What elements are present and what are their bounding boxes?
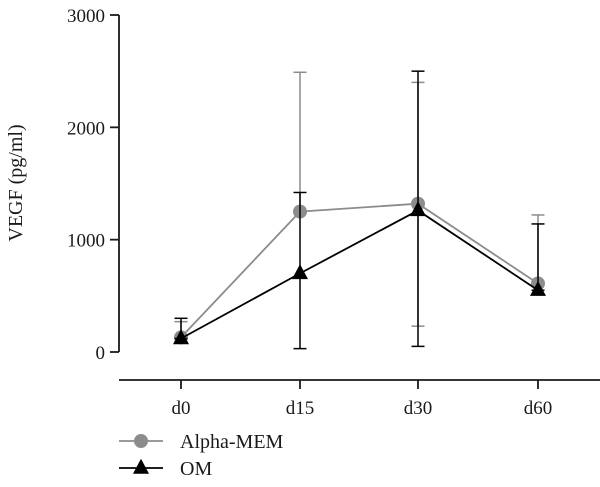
legend-item: Alpha-MEM bbox=[119, 431, 284, 453]
legend: Alpha-MEM OM bbox=[119, 431, 284, 480]
y-tick-label: 1000 bbox=[67, 231, 105, 252]
axes bbox=[118, 15, 600, 381]
x-ticks: d0 d15 d30 d60 bbox=[172, 380, 553, 419]
series-om bbox=[173, 70, 546, 350]
series-alpha-mem bbox=[174, 71, 545, 345]
y-axis-title: VEGF (pg/ml) bbox=[5, 124, 27, 241]
y-tick-label: 2000 bbox=[67, 118, 105, 139]
y-tick-label: 0 bbox=[96, 343, 106, 364]
data-point-d0 bbox=[173, 329, 189, 345]
series-line bbox=[180, 202, 539, 339]
x-tick-label: d60 bbox=[524, 398, 553, 419]
data-point-legend bbox=[133, 458, 149, 474]
series-line bbox=[180, 209, 539, 340]
data-point-d60 bbox=[530, 280, 546, 296]
x-tick-label: d15 bbox=[286, 398, 315, 419]
data-point-legend bbox=[134, 434, 148, 448]
legend-item: OM bbox=[119, 458, 212, 480]
x-tick-label: d0 bbox=[172, 398, 191, 419]
legend-label: Alpha-MEM bbox=[180, 431, 284, 453]
series-layer bbox=[173, 70, 546, 350]
x-tick-label: d30 bbox=[404, 398, 433, 419]
data-point-d30 bbox=[410, 201, 426, 217]
y-ticks: 0 1000 2000 3000 bbox=[67, 6, 119, 364]
data-point-d15 bbox=[292, 264, 308, 280]
y-tick-label: 3000 bbox=[67, 6, 105, 27]
legend-label: OM bbox=[180, 458, 212, 480]
